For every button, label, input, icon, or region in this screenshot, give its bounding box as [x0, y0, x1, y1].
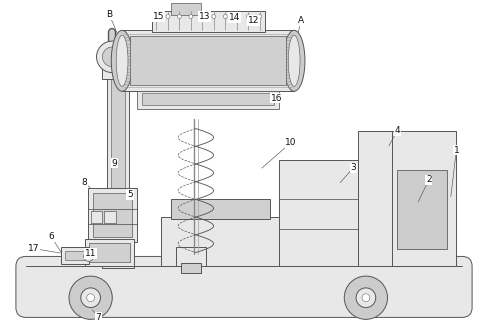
Circle shape — [212, 15, 216, 18]
Circle shape — [178, 15, 182, 18]
Circle shape — [87, 294, 95, 302]
Circle shape — [102, 47, 122, 67]
Circle shape — [224, 15, 227, 18]
Ellipse shape — [288, 35, 300, 86]
Bar — [91, 211, 102, 223]
Bar — [85, 239, 134, 266]
Text: 4: 4 — [395, 126, 400, 135]
Circle shape — [81, 288, 101, 308]
Circle shape — [344, 276, 387, 319]
Ellipse shape — [284, 30, 305, 91]
Circle shape — [235, 15, 239, 18]
Text: 8: 8 — [82, 178, 88, 187]
Circle shape — [84, 251, 94, 261]
Text: 16: 16 — [271, 94, 282, 103]
Bar — [111, 56, 125, 262]
Bar — [162, 217, 280, 266]
Bar — [88, 188, 137, 242]
Text: 17: 17 — [28, 244, 40, 253]
Bar — [397, 170, 447, 248]
Bar — [110, 45, 267, 61]
Circle shape — [166, 15, 170, 18]
Text: 9: 9 — [111, 158, 117, 168]
Bar — [104, 211, 116, 223]
Circle shape — [69, 276, 112, 319]
Bar — [102, 256, 134, 268]
Circle shape — [201, 15, 204, 18]
Bar — [142, 93, 274, 105]
Bar — [102, 50, 122, 80]
Text: A: A — [298, 16, 304, 25]
Bar — [176, 247, 205, 266]
Ellipse shape — [116, 35, 128, 86]
Circle shape — [97, 41, 128, 73]
Bar — [130, 36, 286, 85]
Circle shape — [189, 15, 193, 18]
Text: 11: 11 — [85, 249, 96, 258]
Bar — [152, 11, 264, 32]
Text: 2: 2 — [426, 175, 432, 184]
FancyBboxPatch shape — [16, 256, 472, 317]
Circle shape — [87, 254, 91, 258]
Text: 10: 10 — [285, 138, 297, 147]
Text: 5: 5 — [127, 190, 133, 199]
Text: 15: 15 — [153, 12, 164, 21]
Circle shape — [258, 15, 262, 18]
Circle shape — [362, 294, 370, 302]
Bar — [137, 91, 280, 109]
Bar — [122, 30, 294, 91]
Text: 7: 7 — [96, 313, 102, 322]
Bar — [171, 199, 269, 219]
Bar — [171, 3, 201, 15]
Bar — [107, 52, 129, 268]
Bar — [61, 247, 89, 264]
Bar — [65, 250, 85, 260]
Text: 12: 12 — [248, 16, 260, 25]
Bar — [89, 243, 130, 262]
Circle shape — [246, 15, 250, 18]
Circle shape — [356, 288, 376, 308]
Circle shape — [155, 15, 159, 18]
Text: 14: 14 — [228, 13, 240, 22]
Bar — [93, 192, 132, 237]
Text: 13: 13 — [199, 12, 210, 21]
Bar — [358, 131, 456, 266]
Bar — [181, 263, 201, 273]
Ellipse shape — [111, 30, 133, 91]
Text: B: B — [106, 10, 112, 19]
Text: 1: 1 — [453, 146, 459, 155]
Bar — [280, 160, 358, 266]
Bar — [110, 48, 265, 58]
Text: 3: 3 — [350, 163, 356, 173]
Text: 6: 6 — [48, 232, 54, 241]
